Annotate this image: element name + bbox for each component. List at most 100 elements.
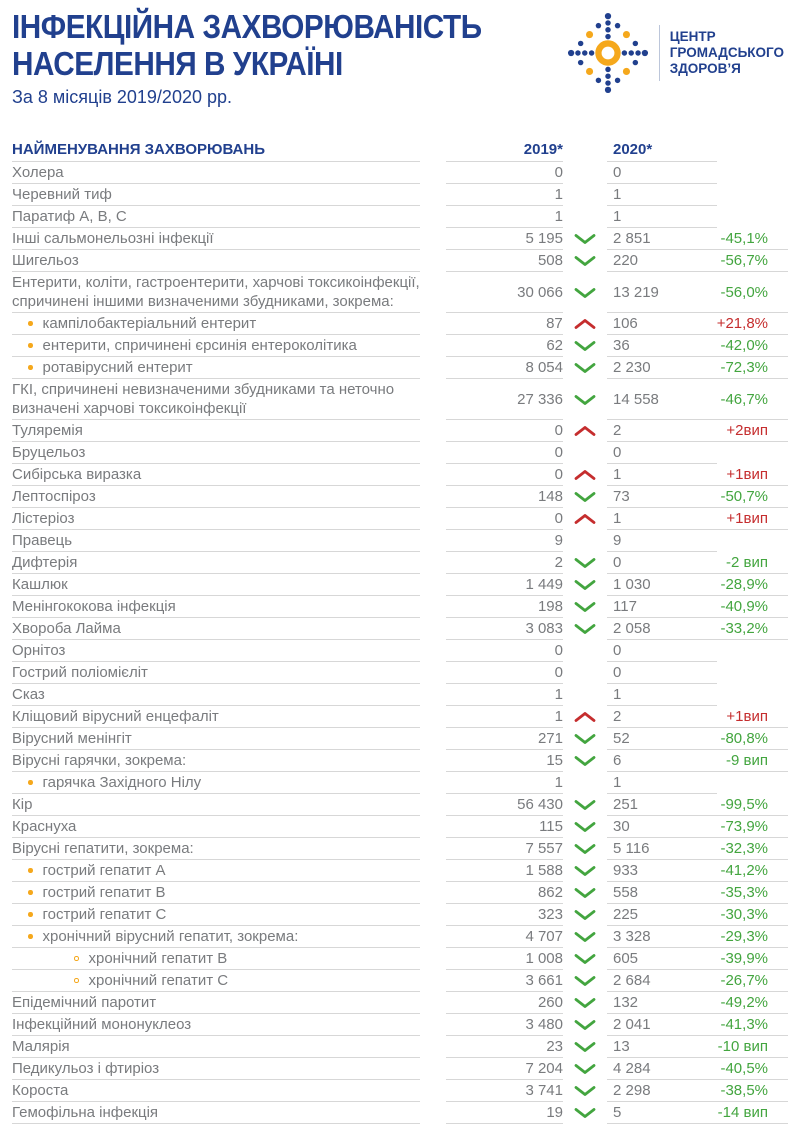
chevron-down-icon	[563, 1102, 607, 1124]
table-row: ентерити, спричинені єрсинія ентероколіт…	[12, 335, 788, 357]
column-gap	[420, 816, 446, 838]
column-gap	[420, 420, 446, 442]
chevron-down-icon	[563, 794, 607, 816]
value-2020: 2 058	[607, 618, 717, 640]
chevron-down-icon	[563, 574, 607, 596]
column-gap	[420, 357, 446, 379]
logo-org-line2: ГРОМАДСЬКОГО	[669, 45, 784, 60]
disease-name-cell: Правець	[12, 530, 420, 552]
table-row: гарячка Західного Нілу 1 1	[12, 772, 788, 794]
trend-arrow	[563, 684, 607, 706]
table-row: Хвороба Лайма 3 083 2 058 -33,2%	[12, 618, 788, 640]
disease-name-cell: Вірусні гарячки, зокрема:	[12, 750, 420, 772]
chevron-down-icon	[563, 357, 607, 379]
value-2020: 1	[607, 684, 717, 706]
column-gap	[420, 728, 446, 750]
column-gap	[420, 684, 446, 706]
change-value: -73,9%	[717, 816, 788, 838]
value-2020: 9	[607, 530, 717, 552]
disease-name: Лептоспіроз	[12, 488, 96, 505]
disease-name: Дифтерія	[12, 554, 78, 571]
value-2020: 36	[607, 335, 717, 357]
table-row: Краснуха 115 30 -73,9%	[12, 816, 788, 838]
trend-arrow	[563, 206, 607, 228]
disease-name-cell: ентерити, спричинені єрсинія ентероколіт…	[12, 335, 420, 357]
value-2019: 3 480	[446, 1014, 563, 1036]
change-value	[717, 206, 788, 228]
disease-name: Кір	[12, 796, 33, 813]
page-title-line2: НАСЕЛЕННЯ В УКРАЇНІ	[12, 45, 343, 82]
disease-name: Черевний тиф	[12, 186, 112, 203]
table-row: гострий гепатит С 323 225 -30,3%	[12, 904, 788, 926]
column-gap	[420, 926, 446, 948]
disease-name: Кліщовий вірусний енцефаліт	[12, 708, 219, 725]
value-2019: 0	[446, 464, 563, 486]
table-row: хронічний гепатит С 3 661 2 684 -26,7%	[12, 970, 788, 992]
column-gap	[420, 596, 446, 618]
value-2020: 1	[607, 772, 717, 794]
disease-name: ротавірусний ентерит	[42, 359, 193, 376]
disease-name: Гемофільна інфекція	[12, 1104, 159, 1121]
change-value	[717, 530, 788, 552]
disease-name: кампілобактеріальний ентерит	[42, 315, 257, 332]
disease-name: Гострий поліомієліт	[12, 664, 148, 681]
value-2019: 862	[446, 882, 563, 904]
table-row: кампілобактеріальний ентерит 87 106 +21,…	[12, 313, 788, 335]
disease-name-cell: Гемофільна інфекція	[12, 1102, 420, 1124]
disease-name-cell: Паратиф А, В, С	[12, 206, 420, 228]
change-value: -38,5%	[717, 1080, 788, 1102]
trend-arrow	[563, 662, 607, 684]
value-2020: 2	[607, 420, 717, 442]
change-value	[717, 640, 788, 662]
disease-name-cell: Вірусний менінгіт	[12, 728, 420, 750]
chevron-down-icon	[563, 552, 607, 574]
change-value: -80,8%	[717, 728, 788, 750]
disease-name: хронічний гепатит В	[88, 950, 228, 967]
table-row: Правець 9 9	[12, 530, 788, 552]
disease-name-cell: Кліщовий вірусний енцефаліт	[12, 706, 420, 728]
value-2019: 8 054	[446, 357, 563, 379]
value-2020: 0	[607, 442, 717, 464]
value-2019: 9	[446, 530, 563, 552]
change-value: +1вип	[717, 706, 788, 728]
column-gap	[420, 838, 446, 860]
column-gap	[420, 508, 446, 530]
disease-table: НАЙМЕНУВАННЯ ЗАХВОРЮВАНЬ 2019* 2020* Хол…	[12, 121, 788, 1124]
trend-arrow	[563, 162, 607, 184]
value-2019: 1	[446, 206, 563, 228]
disease-name: Вірусні гепатити, зокрема:	[12, 840, 194, 857]
value-2019: 3 661	[446, 970, 563, 992]
table-row: Інфекційний мононуклеоз 3 480 2 041 -41,…	[12, 1014, 788, 1036]
table-row: Бруцельоз 0 0	[12, 442, 788, 464]
table-row: Сибірська виразка 0 1 +1вип	[12, 464, 788, 486]
disease-name-cell: Короста	[12, 1080, 420, 1102]
table-row: гострий гепатит В 862 558 -35,3%	[12, 882, 788, 904]
logo-org-line1: ЦЕНТР	[669, 29, 716, 44]
column-header-2019: 2019*	[446, 137, 563, 162]
value-2020: 0	[607, 552, 717, 574]
value-2019: 87	[445, 313, 563, 335]
column-header-2020: 2020*	[607, 137, 717, 162]
value-2020: 1	[607, 464, 717, 486]
table-row: Сказ 1 1	[12, 684, 788, 706]
value-2019: 148	[446, 486, 563, 508]
column-gap	[420, 313, 446, 335]
value-2019: 5 195	[446, 228, 563, 250]
chevron-up-icon	[563, 508, 607, 530]
bullet-icon	[28, 321, 33, 326]
value-2020: 251	[607, 794, 717, 816]
change-value: -99,5%	[717, 794, 788, 816]
column-gap	[420, 530, 446, 552]
disease-name-cell: Черевний тиф	[12, 184, 420, 206]
value-2020: 3 328	[607, 926, 717, 948]
change-value: -41,2%	[717, 860, 788, 882]
value-2020: 2 684	[607, 970, 717, 992]
change-value: -39,9%	[717, 948, 788, 970]
page-subtitle: За 8 місяців 2019/2020 рр.	[12, 87, 232, 107]
disease-name-cell: гарячка Західного Нілу	[12, 772, 420, 794]
column-gap	[420, 794, 446, 816]
disease-name-cell: кампілобактеріальний ентерит	[12, 313, 420, 335]
value-2020: 0	[607, 662, 717, 684]
table-row: Шигельоз 508 220 -56,7%	[12, 250, 788, 272]
disease-name: Ентерити, коліти, гастроентерити, харчов…	[12, 274, 420, 310]
